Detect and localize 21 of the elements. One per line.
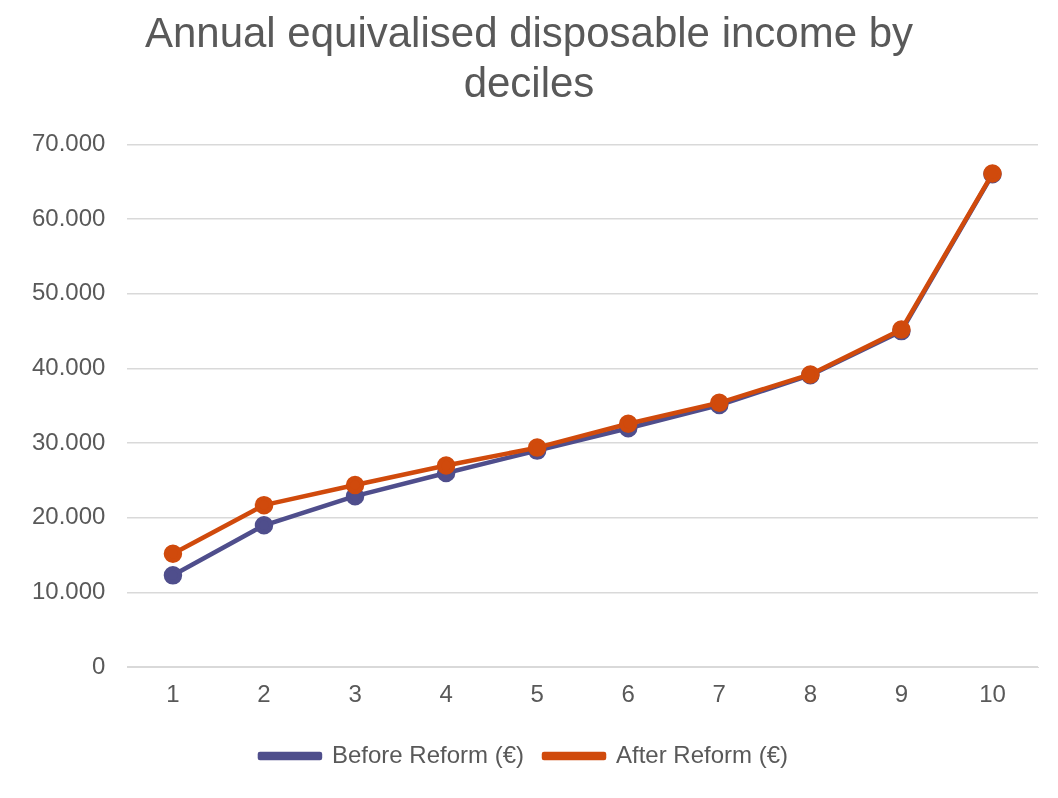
- y-tick-label: 40.000: [32, 353, 106, 381]
- y-tick-label: 60.000: [32, 203, 106, 231]
- x-tick-label: 8: [803, 680, 818, 708]
- x-tick-label: 1: [166, 680, 180, 708]
- x-tick-label: 9: [894, 680, 909, 708]
- x-tick-label: 7: [712, 680, 726, 708]
- legend-label: After Reform (€): [616, 740, 789, 768]
- x-tick-label: 6: [621, 680, 635, 708]
- y-tick-label: 0: [92, 651, 106, 679]
- x-tick-label: 4: [439, 680, 453, 708]
- y-tick-label: 70.000: [32, 129, 106, 157]
- x-tick-label: 10: [979, 680, 1006, 708]
- legend-label: Before Reform (€): [331, 740, 525, 768]
- chart-title: Annual equivalised disposable income by deciles: [143, 8, 915, 108]
- y-tick-label: 50.000: [32, 278, 106, 306]
- x-tick-label: 2: [257, 680, 271, 708]
- y-tick-label: 30.000: [32, 427, 106, 455]
- y-tick-label: 20.000: [32, 502, 106, 530]
- x-tick-label: 3: [348, 680, 362, 708]
- x-tick-label: 5: [530, 680, 544, 708]
- y-tick-label: 10.000: [32, 577, 106, 605]
